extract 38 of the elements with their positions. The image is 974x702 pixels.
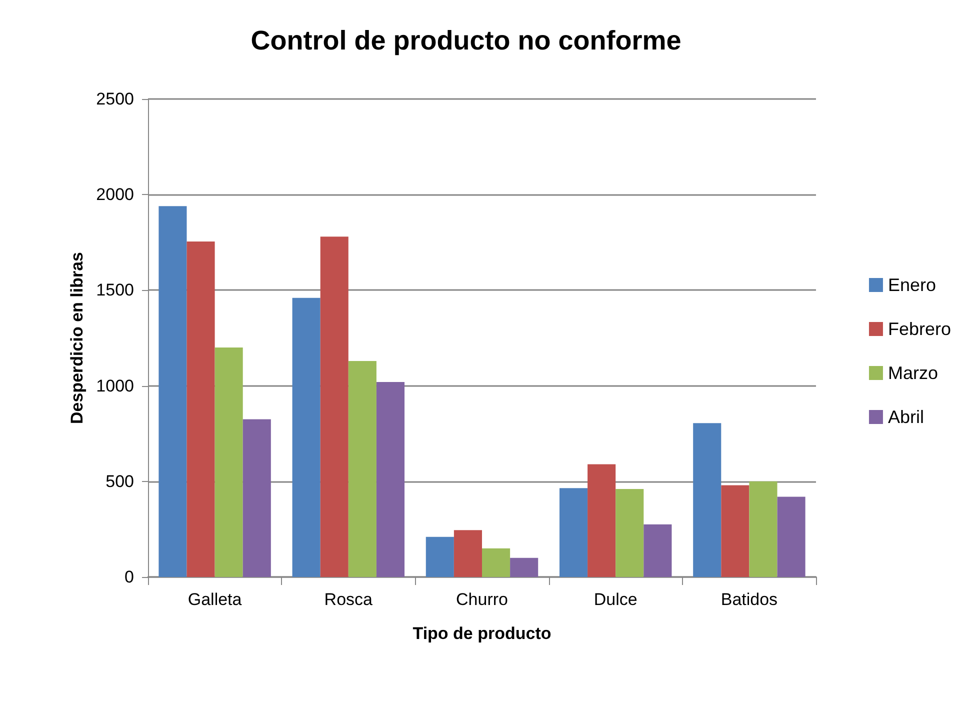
x-tick-label: Dulce [594,590,638,609]
y-tick-label: 1500 [96,280,134,300]
bar [214,348,243,577]
y-tick-label: 2500 [96,90,134,108]
x-tick-label: Galleta [188,590,242,609]
bar [348,360,376,577]
legend-label: Enero [888,275,936,295]
bar [376,382,405,577]
bar [721,485,750,577]
legend-label: Marzo [888,363,938,383]
y-axis-title: Desperdicio en libras [67,252,86,424]
bar [454,530,482,577]
bar [693,423,722,577]
bar [242,419,271,577]
bar [158,206,187,577]
chart-title: Control de producto no conforme [250,26,682,56]
y-tick-label: 2000 [96,185,134,204]
x-tick-label: Churro [456,590,508,609]
bar [644,524,672,577]
x-tick-label: Rosca [324,590,374,609]
y-tick-label: 0 [124,568,134,586]
bar [777,496,806,577]
bar [510,558,538,577]
bar [588,464,616,577]
x-tick-label: Batidos [720,590,778,609]
bar [559,488,588,577]
bar [482,548,510,577]
bar [616,489,644,577]
bar [320,236,348,577]
bar [426,536,454,577]
legend-label: Febrero [888,319,952,339]
y-tick-label: 500 [106,472,134,491]
bar [749,481,778,577]
bar [186,241,215,577]
legend-label: Abril [888,407,924,427]
x-axis-title: Tipo de producto [412,624,552,643]
y-tick-label: 1000 [96,376,134,396]
bar [292,298,320,577]
